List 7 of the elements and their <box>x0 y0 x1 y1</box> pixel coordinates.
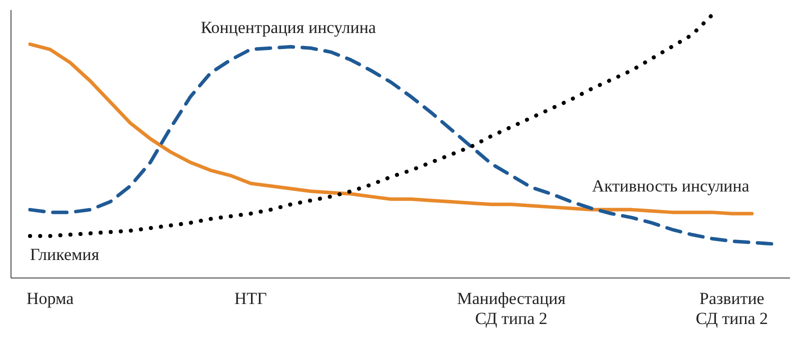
series-label: Активность инсулина <box>592 176 750 196</box>
x-tick-label: НТГ <box>234 289 268 308</box>
x-tick-label: Манифестация СД типа 2 <box>457 289 566 328</box>
series-label: Концентрация инсулина <box>200 18 376 37</box>
x-tick-label: Норма <box>26 289 74 308</box>
x-tick-label: Развитие СД типа 2 <box>696 289 768 328</box>
series-label: Гликемия <box>30 244 100 264</box>
